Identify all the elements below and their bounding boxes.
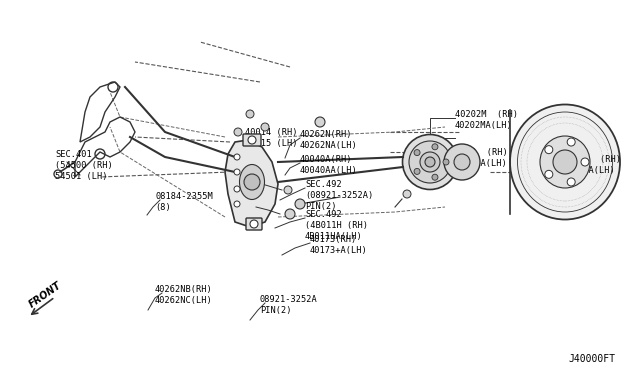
Ellipse shape xyxy=(409,141,451,183)
Circle shape xyxy=(250,220,258,228)
Circle shape xyxy=(315,117,325,127)
Text: SEC.492
(4B011H (RH)
4B011HA(LH): SEC.492 (4B011H (RH) 4B011HA(LH) xyxy=(305,210,368,241)
FancyBboxPatch shape xyxy=(246,218,262,230)
Circle shape xyxy=(234,186,240,192)
Circle shape xyxy=(234,128,242,136)
Circle shape xyxy=(581,158,589,166)
Text: 40202M  (RH)
40202MA(LH): 40202M (RH) 40202MA(LH) xyxy=(455,110,518,130)
Ellipse shape xyxy=(239,164,264,199)
Text: 08921-3252A
PIN(2): 08921-3252A PIN(2) xyxy=(260,295,317,315)
Ellipse shape xyxy=(540,136,590,188)
Circle shape xyxy=(244,174,260,190)
Circle shape xyxy=(403,190,411,198)
Ellipse shape xyxy=(403,135,458,189)
Circle shape xyxy=(414,150,420,155)
Text: 40207   (RH)
40207+A(LH): 40207 (RH) 40207+A(LH) xyxy=(558,155,621,175)
Text: 40014 (RH)
40015 (LH): 40014 (RH) 40015 (LH) xyxy=(245,128,298,148)
Circle shape xyxy=(444,144,480,180)
FancyBboxPatch shape xyxy=(243,134,261,146)
Text: SEC.492
(08921-3252A)
PIN(2): SEC.492 (08921-3252A) PIN(2) xyxy=(305,180,373,211)
Circle shape xyxy=(234,169,240,175)
Circle shape xyxy=(246,110,254,118)
Text: 08184-2355M
(8): 08184-2355M (8) xyxy=(155,192,212,212)
Text: 40040A(RH)
40040AA(LH): 40040A(RH) 40040AA(LH) xyxy=(300,155,358,175)
Circle shape xyxy=(261,123,269,131)
Circle shape xyxy=(285,209,295,219)
Circle shape xyxy=(425,157,435,167)
Circle shape xyxy=(443,159,449,165)
Circle shape xyxy=(414,169,420,174)
Circle shape xyxy=(432,144,438,150)
Polygon shape xyxy=(225,140,278,227)
Circle shape xyxy=(567,178,575,186)
Circle shape xyxy=(545,170,553,178)
Text: 40222  (RH)
40222+A(LH): 40222 (RH) 40222+A(LH) xyxy=(450,148,508,168)
Circle shape xyxy=(432,174,438,180)
Ellipse shape xyxy=(510,105,620,219)
Circle shape xyxy=(567,138,575,146)
Circle shape xyxy=(234,201,240,207)
Text: SEC.401
(54500 (RH)
54501 (LH): SEC.401 (54500 (RH) 54501 (LH) xyxy=(55,150,113,181)
Text: 40262N(RH)
40262NA(LH): 40262N(RH) 40262NA(LH) xyxy=(300,130,358,150)
Circle shape xyxy=(553,150,577,174)
Ellipse shape xyxy=(420,152,440,172)
Text: 40262NB(RH)
40262NC(LH): 40262NB(RH) 40262NC(LH) xyxy=(155,285,212,305)
Text: 40173(RH)
40173+A(LH): 40173(RH) 40173+A(LH) xyxy=(310,235,368,255)
Circle shape xyxy=(545,146,553,154)
Circle shape xyxy=(295,199,305,209)
Circle shape xyxy=(234,154,240,160)
Circle shape xyxy=(284,186,292,194)
Circle shape xyxy=(248,136,256,144)
Circle shape xyxy=(454,154,470,170)
Text: J40000FT: J40000FT xyxy=(568,354,615,364)
Text: FRONT: FRONT xyxy=(27,280,63,310)
